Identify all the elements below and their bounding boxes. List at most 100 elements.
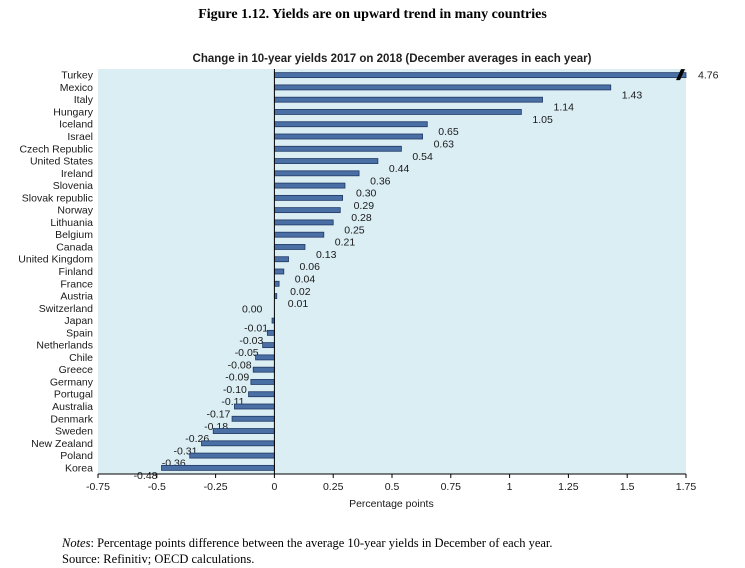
category-label: Israel	[67, 131, 93, 143]
category-label: Italy	[74, 94, 94, 106]
value-label: 0.00	[242, 303, 263, 315]
category-label: Greece	[59, 364, 94, 376]
value-label: 0.21	[335, 237, 356, 249]
bar	[273, 182, 346, 189]
figure-title: Figure 1.12. Yields are on upward trend …	[198, 7, 547, 22]
category-label: Poland	[60, 450, 93, 462]
bar	[273, 84, 612, 91]
x-tick-label: 0	[271, 481, 277, 493]
category-label: Turkey	[61, 70, 93, 82]
value-label: 0.13	[316, 249, 337, 261]
value-label: 0.28	[351, 212, 372, 224]
category-label: Chile	[69, 352, 93, 364]
category-label: France	[60, 278, 93, 290]
chart-title: Change in 10-year yields 2017 on 2018 (D…	[193, 53, 592, 65]
value-label: 0.25	[344, 224, 365, 236]
x-tick-label: 1	[507, 481, 513, 493]
bar	[273, 207, 341, 214]
category-label: Korea	[65, 462, 93, 474]
bar	[273, 121, 428, 128]
category-label: Portugal	[54, 389, 93, 401]
category-label: New Zealand	[31, 438, 93, 450]
value-label: 0.36	[370, 175, 391, 187]
value-label: 0.65	[438, 126, 459, 138]
category-label: United States	[30, 156, 93, 168]
value-label: 0.02	[290, 286, 311, 298]
x-tick-label: 1.75	[676, 481, 697, 493]
value-label: -0.08	[228, 359, 252, 371]
bar	[250, 379, 275, 385]
value-label: 0.63	[434, 139, 455, 151]
category-label: Czech Republic	[19, 143, 93, 155]
bar	[234, 403, 275, 410]
bar	[273, 72, 687, 79]
bar	[201, 440, 275, 447]
category-label: Hungary	[53, 106, 93, 118]
value-label: -0.01	[244, 323, 268, 335]
bar	[273, 145, 402, 152]
source-line: Source: Refinitiv; OECD calculations.	[62, 552, 255, 566]
figure-notes: Notes: Percentage points difference betw…	[62, 535, 553, 567]
value-label: -0.05	[235, 347, 259, 359]
value-label: 0.30	[356, 188, 377, 200]
bar	[231, 415, 275, 422]
category-label: Netherlands	[36, 340, 93, 352]
x-axis-label: Percentage points	[349, 498, 434, 510]
x-tick-label: -0.75	[86, 481, 110, 493]
bar	[161, 464, 275, 471]
value-label: 0.01	[288, 298, 309, 310]
plot-area	[98, 69, 686, 474]
x-tick-label: 1.5	[620, 481, 635, 493]
value-label: 0.29	[354, 200, 375, 212]
bar	[273, 219, 334, 226]
value-label: -0.48	[134, 470, 158, 482]
bar	[262, 342, 275, 349]
x-tick-label: -0.5	[148, 481, 166, 493]
category-label: Japan	[64, 315, 93, 327]
value-label: 1.43	[622, 89, 643, 101]
x-tick-label: -0.25	[204, 481, 228, 493]
bar	[255, 354, 275, 361]
x-tick-label: 1.25	[558, 481, 579, 493]
category-label: Sweden	[55, 426, 93, 438]
notes-text: : Percentage points difference between t…	[90, 536, 553, 550]
bar	[273, 268, 285, 275]
axis-break-marker	[676, 69, 685, 81]
category-label: Ireland	[61, 168, 93, 180]
bar	[273, 256, 289, 263]
category-label: Germany	[50, 376, 94, 388]
value-label: 4.76	[698, 70, 719, 82]
bar	[273, 194, 344, 201]
bar	[273, 170, 360, 177]
x-tick-label: 0.75	[441, 481, 462, 493]
value-label: 0.44	[389, 163, 410, 175]
bar	[273, 244, 306, 250]
category-label: Finland	[59, 266, 94, 278]
x-axis-ticks: -0.75 -0.5 -0.25 0 0.25 0.5 0.75 1 1.25 1.5 1.75	[86, 474, 696, 493]
category-label: Lithuania	[50, 217, 93, 229]
category-label: Canada	[56, 241, 93, 253]
bar	[273, 133, 423, 140]
category-label: Slovenia	[53, 180, 93, 192]
notes-line: Notes: Percentage points difference betw…	[62, 535, 553, 551]
category-label: United Kingdom	[18, 254, 93, 266]
value-label: 0.06	[300, 261, 321, 273]
value-label: 1.14	[554, 102, 575, 114]
bar	[273, 96, 543, 103]
x-tick-label: 0.5	[385, 481, 400, 493]
category-label: Spain	[66, 327, 93, 339]
value-label: 1.05	[532, 114, 553, 126]
bar	[266, 329, 275, 336]
category-label: Slovak republic	[22, 192, 93, 204]
category-label: Australia	[52, 401, 93, 413]
category-label: Denmark	[50, 413, 93, 425]
category-label: Iceland	[59, 119, 93, 131]
bar	[273, 231, 325, 238]
bar	[248, 391, 275, 398]
value-label: 0.04	[295, 274, 316, 286]
category-label: Norway	[57, 205, 93, 217]
bar	[189, 452, 275, 459]
x-tick-label: 0.25	[323, 481, 344, 493]
value-label: -0.10	[223, 384, 247, 396]
value-label: -0.17	[206, 409, 230, 421]
